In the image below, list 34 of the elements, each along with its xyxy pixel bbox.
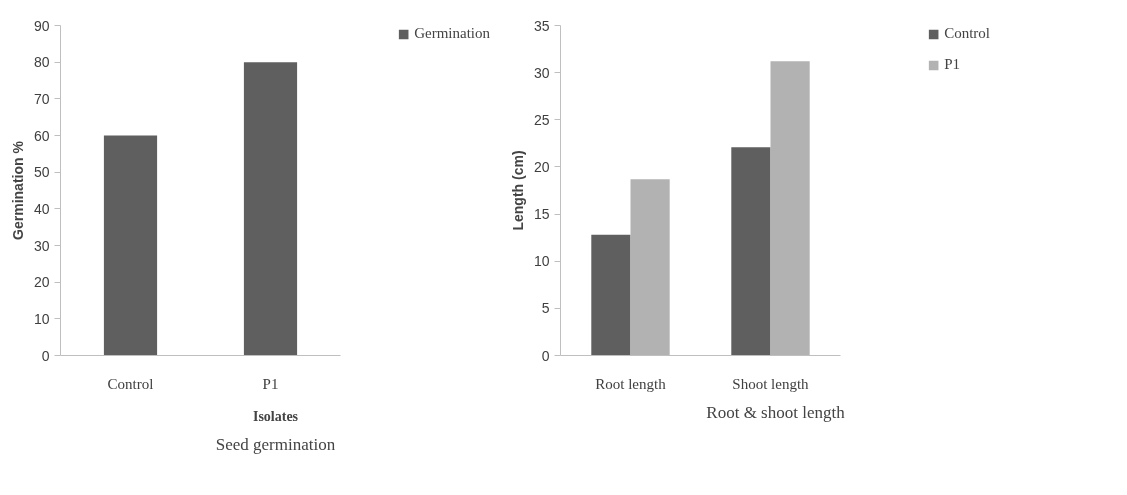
bar	[770, 61, 810, 356]
y-tick-label: 15	[533, 206, 550, 223]
bar	[731, 147, 771, 356]
y-tick-label: 20	[533, 158, 550, 175]
legend-label: Control	[944, 25, 990, 42]
y-tick-label: 20	[33, 274, 50, 291]
y-axis-title: Length (cm)	[509, 150, 526, 231]
y-tick-label: 60	[33, 127, 50, 144]
x-axis-title: Isolates	[252, 408, 299, 424]
x-tick-label: P1	[262, 375, 279, 392]
y-tick-label: 35	[533, 17, 550, 34]
y-tick-label: 5	[541, 300, 550, 317]
y-tick-label: 80	[33, 54, 50, 71]
y-tick-label: 40	[33, 200, 50, 217]
legend-label: P1	[944, 56, 961, 73]
x-tick-label: Control	[107, 375, 154, 392]
text: Root & shoot length	[706, 402, 846, 422]
y-tick-label: 90	[33, 17, 50, 34]
bar	[591, 234, 631, 356]
y-tick-label: 50	[33, 164, 50, 181]
y-tick-label: 30	[33, 237, 50, 254]
y-tick-label: 10	[33, 310, 50, 327]
legend-label: Germination	[414, 25, 490, 42]
y-tick-label: 25	[533, 111, 550, 128]
x-tick-label: Root length	[595, 375, 667, 392]
y-axis-title: Germination %	[9, 140, 26, 240]
y-tick-label: 70	[33, 90, 50, 107]
text: Seed germination	[215, 434, 336, 454]
y-tick-label: 0	[41, 347, 50, 364]
y-tick-label: 0	[541, 347, 550, 364]
y-tick-label: 30	[533, 64, 550, 81]
y-tick-label: 10	[533, 253, 550, 270]
bar	[630, 179, 670, 356]
x-tick-label: Shoot length	[732, 375, 810, 392]
